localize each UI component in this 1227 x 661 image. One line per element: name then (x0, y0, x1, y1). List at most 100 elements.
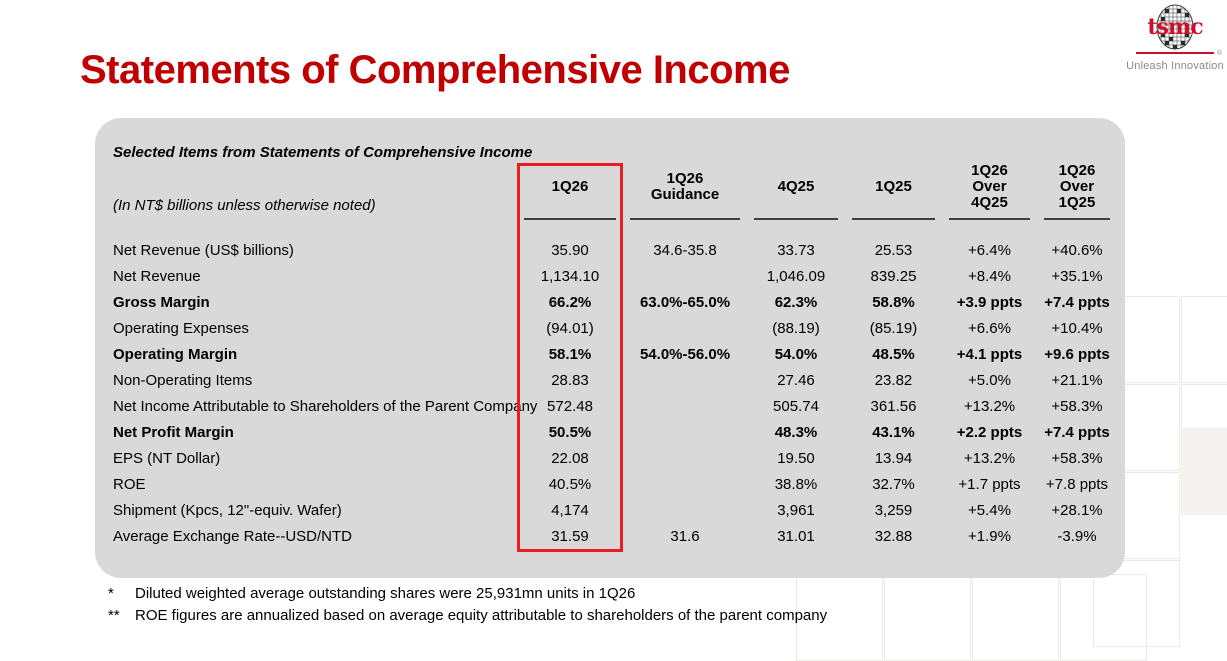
table-cell: 50.5% (548, 424, 592, 441)
table-cell: 3,961 (777, 502, 815, 519)
table-cell: 1,134.10 (540, 268, 600, 285)
table-cell: +9.6 ppts (1044, 346, 1110, 363)
table-cell: 58.1% (548, 346, 592, 363)
row-label: Shipment (Kpcs, 12"-equiv. Wafer) (113, 502, 342, 519)
page-title: Statements of Comprehensive Income (80, 48, 790, 92)
row-label: ROE (113, 476, 146, 493)
table-row: Operating Margin 58.1% 54.0%-56.0% 54.0% 48.… (113, 342, 1117, 368)
table-cell (623, 446, 747, 472)
column-header-4q25: 4Q25 (747, 158, 845, 220)
table-cell: (88.19) (772, 320, 820, 337)
income-statement-table: (In NT$ billions unless otherwise noted)… (113, 158, 1117, 550)
table-cell: 31.6 (670, 528, 700, 545)
footnote-marker: * (108, 585, 114, 602)
table-cell (623, 368, 747, 394)
table-row: Non-Operating Items 28.83 27.46 23.82 +5.0% +… (113, 368, 1117, 394)
table-row: Shipment (Kpcs, 12"-equiv. Wafer) 4,174 3,… (113, 498, 1117, 524)
row-label: Operating Expenses (113, 320, 249, 337)
table-cell (623, 394, 747, 420)
row-label: Net Profit Margin (113, 424, 234, 441)
table-cell: +5.0% (968, 372, 1011, 389)
table-cell: 33.73 (777, 242, 815, 259)
row-label: Net Revenue (113, 268, 201, 285)
table-cell: 25.53 (874, 242, 913, 259)
table-cell: 23.82 (874, 372, 913, 389)
footnote-marker: ** (108, 607, 120, 624)
table-cell: 54.0% (774, 346, 818, 363)
row-label: Operating Margin (113, 346, 238, 363)
unit-note: (In NT$ billions unless otherwise noted) (113, 197, 376, 214)
table-cell: +40.6% (1051, 242, 1103, 259)
decor-square (1181, 296, 1227, 383)
logo-tagline: Unleash Innovation (1126, 60, 1224, 72)
table-cell: 63.0%-65.0% (639, 294, 731, 311)
table-cell: +10.4% (1051, 320, 1103, 337)
table-cell: 31.59 (551, 528, 589, 545)
row-label: Average Exchange Rate--USD/NTD (113, 528, 352, 545)
logo-wordmark: tsmc (1147, 14, 1203, 40)
table-row: Average Exchange Rate--USD/NTD 31.59 31.6 3… (113, 524, 1117, 550)
column-header-1q25: 1Q25 (845, 158, 942, 220)
table-cell: +7.4 ppts (1044, 294, 1110, 311)
table-cell (623, 472, 747, 498)
table-cell: +13.2% (963, 398, 1016, 415)
table-cell (623, 264, 747, 290)
table-cell: +1.7 ppts (958, 476, 1021, 493)
table-header-row: (In NT$ billions unless otherwise noted)… (113, 158, 1117, 220)
decor-square (884, 574, 971, 661)
registered-mark: ® (1216, 50, 1222, 57)
decor-square (1181, 428, 1227, 515)
table-cell: 40.5% (548, 476, 592, 493)
table-cell: 19.50 (777, 450, 815, 467)
column-header-1q26-over-1q25: 1Q26 Over 1Q25 (1037, 158, 1117, 220)
table-cell: (94.01) (546, 320, 594, 337)
table-cell: +7.8 ppts (1045, 476, 1109, 493)
table-row: Net Income Attributable to Shareholders … (113, 394, 1117, 420)
row-label: EPS (NT Dollar) (113, 450, 221, 467)
logo-underline: ® (1136, 50, 1222, 57)
table-cell: 361.56 (870, 398, 917, 415)
table-cell: 32.88 (874, 528, 913, 545)
table-cell: 28.83 (551, 372, 589, 389)
table-cell: +4.1 ppts (956, 346, 1023, 363)
column-header-1q26-over-4q25: 1Q26 Over 4Q25 (942, 158, 1037, 220)
table-cell: 58.8% (872, 294, 915, 311)
table-cell (623, 498, 747, 524)
table-cell: +58.3% (1051, 398, 1103, 415)
table-cell: 27.46 (777, 372, 815, 389)
table-cell: +2.2 ppts (956, 424, 1023, 441)
footnotes: * Diluted weighted average outstanding s… (108, 583, 827, 627)
table-caption: Selected Items from Statements of Compre… (113, 144, 533, 161)
table-cell: 4,174 (551, 502, 589, 519)
footnote-1: * Diluted weighted average outstanding s… (108, 583, 827, 605)
table-cell: 35.90 (551, 242, 589, 259)
table-cell: -3.9% (1057, 528, 1097, 545)
decor-square (972, 574, 1059, 661)
income-statement-panel: Selected Items from Statements of Compre… (95, 118, 1125, 578)
table-cell: 48.3% (774, 424, 818, 441)
table-cell: 54.0%-56.0% (639, 346, 731, 363)
wafer-icon (1126, 4, 1224, 51)
row-label: Non-Operating Items (113, 372, 253, 389)
table-cell: 66.2% (548, 294, 592, 311)
table-cell: 22.08 (551, 450, 589, 467)
table-cell: 839.25 (870, 268, 917, 285)
table-cell: +8.4% (968, 268, 1011, 285)
table-cell (623, 316, 747, 342)
table-row: EPS (NT Dollar) 22.08 19.50 13.94 +13.2% +58.… (113, 446, 1117, 472)
table-cell: 572.48 (547, 398, 593, 415)
table-row: Net Profit Margin 50.5% 48.3% 43.1% +2.2 ppt… (113, 420, 1117, 446)
table-cell (623, 420, 747, 446)
table-cell: +6.4% (968, 242, 1011, 259)
table-cell: 38.8% (774, 476, 818, 493)
table-cell: 13.94 (874, 450, 913, 467)
footnote-2: ** ROE figures are annualized based on a… (108, 605, 827, 627)
table-cell: 31.01 (777, 528, 815, 545)
table-cell: 3,259 (874, 502, 913, 519)
table-cell: +3.9 ppts (956, 294, 1023, 311)
table-row: Operating Expenses (94.01) (88.19) (85.19) +… (113, 316, 1117, 342)
table-cell: +1.9% (968, 528, 1011, 545)
table-cell: +58.3% (1051, 450, 1103, 467)
table-cell: 62.3% (774, 294, 818, 311)
row-label: Net Income Attributable to Shareholders … (113, 398, 538, 415)
